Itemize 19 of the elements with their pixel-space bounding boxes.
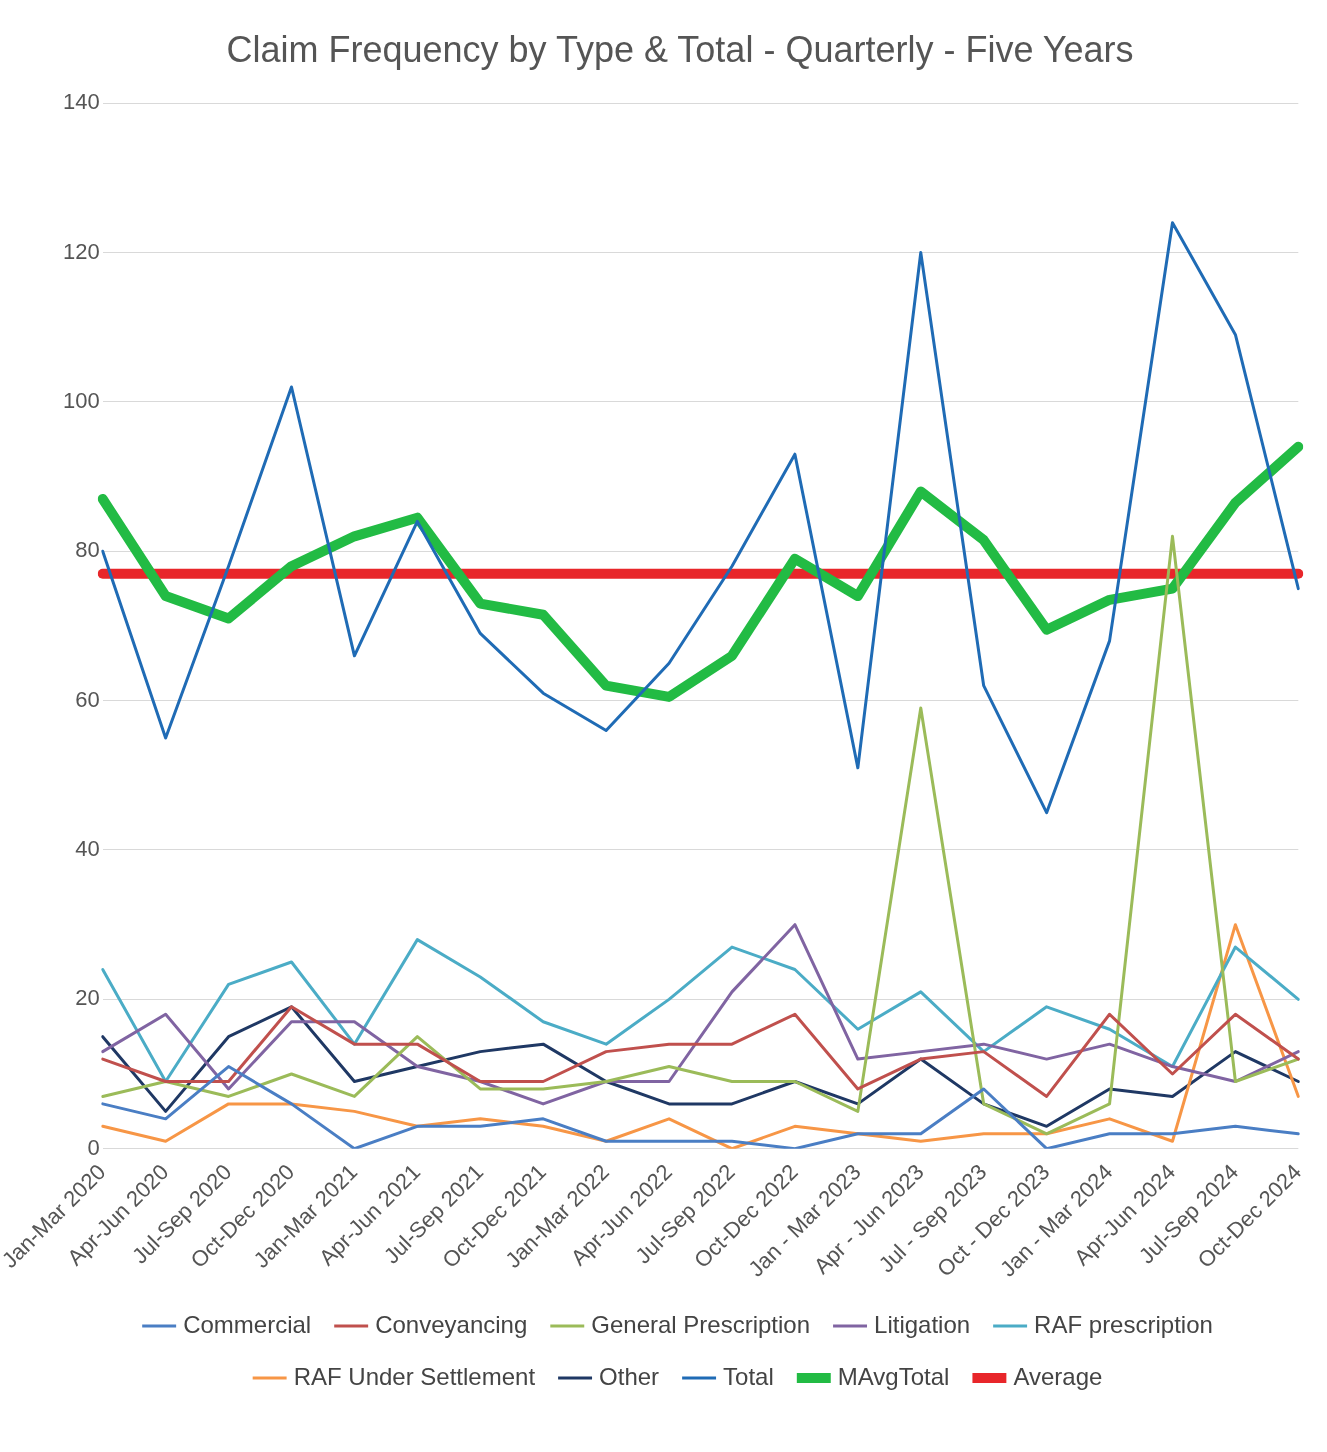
legend-label: RAF Under Settlement (293, 1362, 536, 1390)
legend-label: Other (599, 1362, 660, 1390)
legend-label: RAF prescription (1034, 1310, 1213, 1338)
legend-label: MAvgTotal (837, 1362, 950, 1390)
y-tick-label: 20 (75, 985, 100, 1011)
legend-label: General Prescription (591, 1310, 811, 1338)
y-tick-label: 40 (75, 836, 100, 862)
y-tick-label: 60 (75, 686, 100, 712)
y-tick-label: 120 (62, 238, 100, 264)
y-tick-label: 80 (75, 537, 100, 563)
legend-label: Total (723, 1362, 774, 1390)
y-tick-label: 140 (62, 89, 100, 115)
legend-label: Average (1013, 1362, 1103, 1390)
legend-label: Conveyancing (375, 1310, 528, 1338)
legend-label: Commercial (183, 1310, 312, 1338)
y-tick-label: 100 (62, 387, 100, 413)
legend-label: Litigation (874, 1310, 971, 1338)
chart-title: Claim Frequency by Type & Total - Quarterly - Five Years (226, 28, 1134, 70)
y-tick-label: 0 (87, 1134, 100, 1160)
